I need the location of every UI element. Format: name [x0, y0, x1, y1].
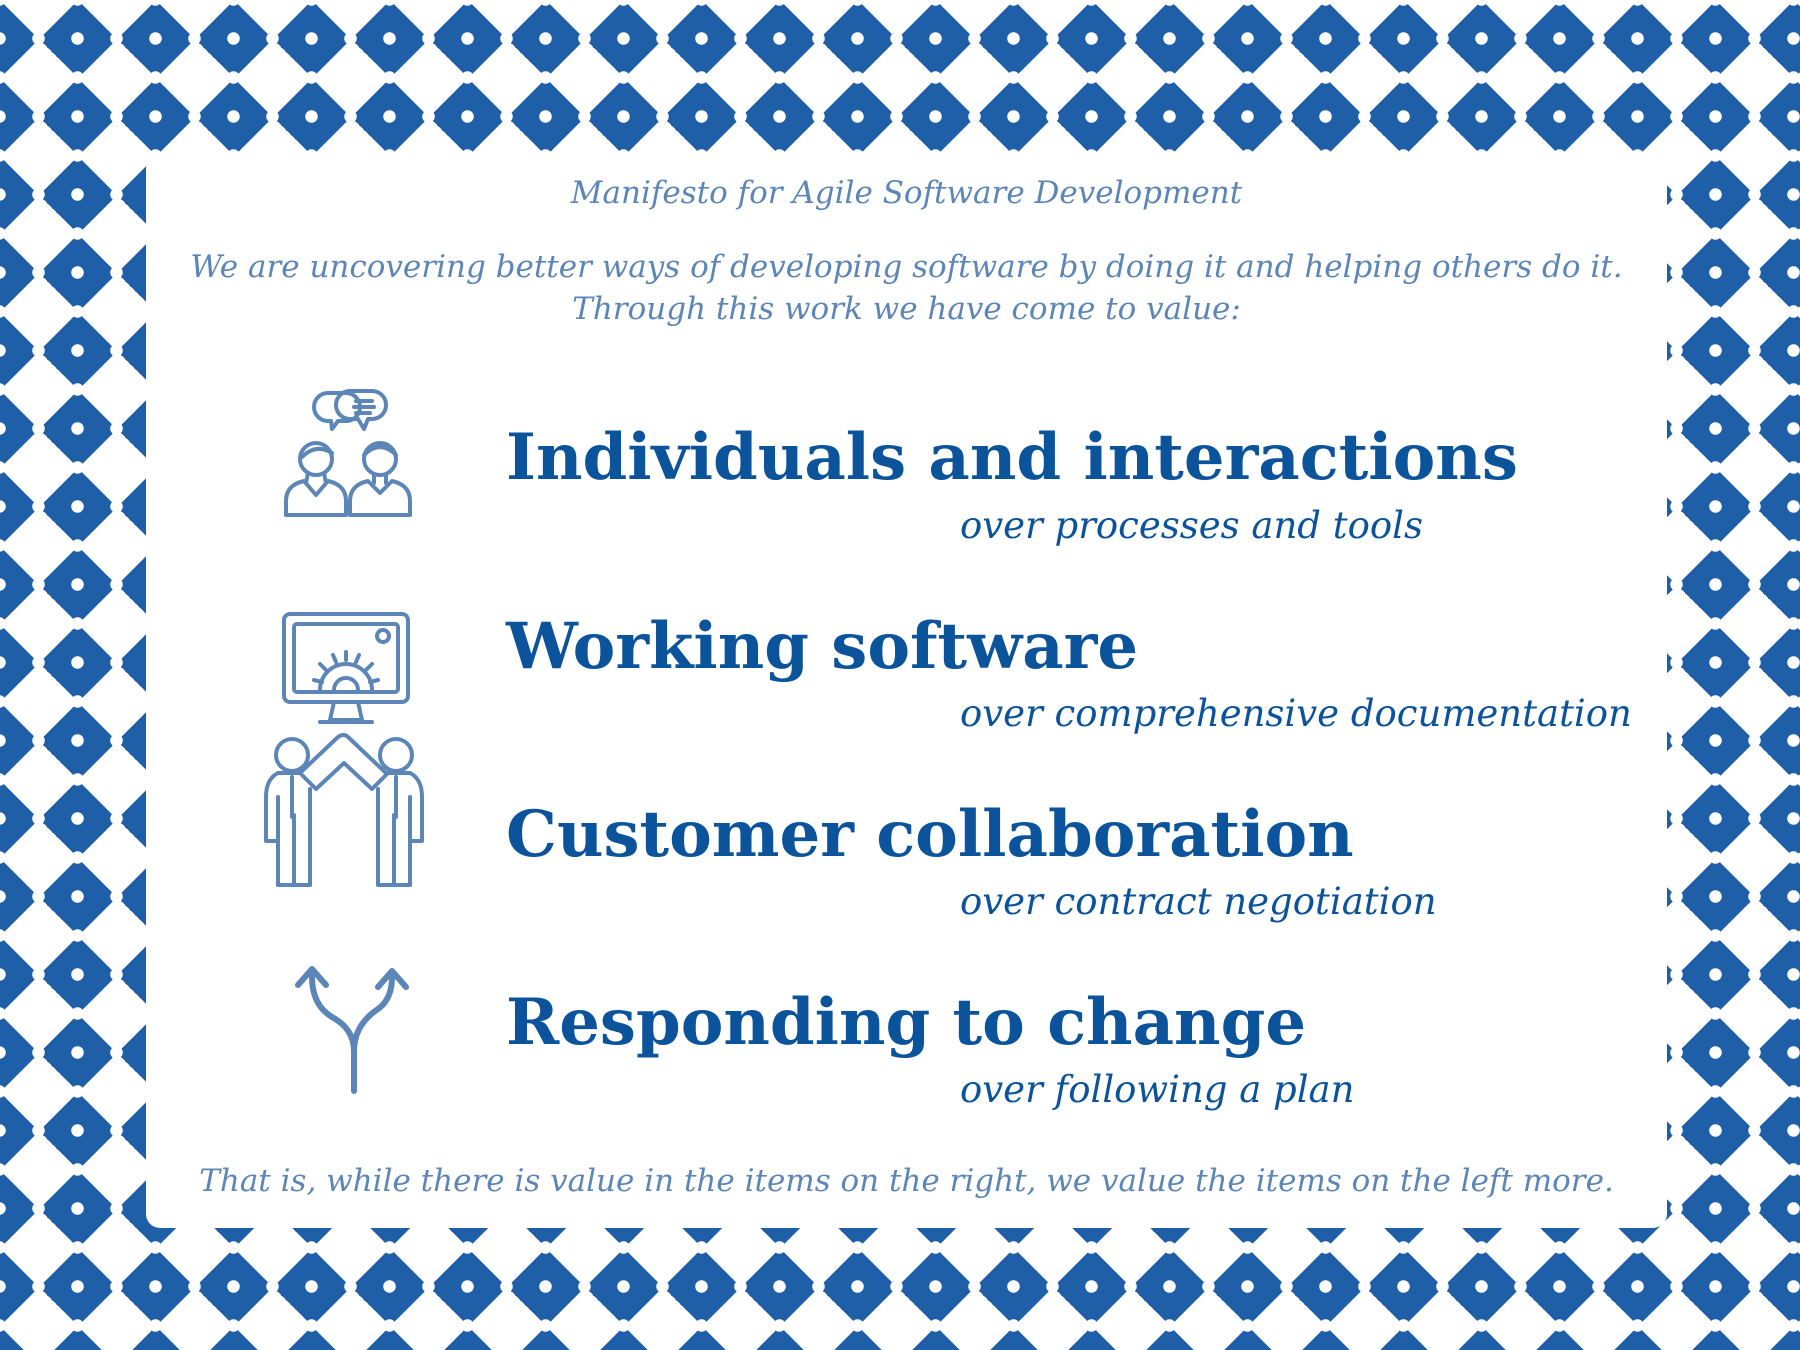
value-individuals-interactions: Individuals and interactions: [506, 420, 1518, 495]
intro-line-2: Through this work we have come to value:: [572, 291, 1241, 327]
manifesto-title: Manifesto for Agile Software Development: [570, 175, 1243, 211]
over-processes-tools: over processes and tools: [960, 504, 1423, 547]
value-responding-to-change: Responding to change: [506, 985, 1307, 1060]
intro-line-1: We are uncovering better ways of develop…: [190, 249, 1623, 285]
people-conversation-icon: [280, 389, 416, 519]
closing-statement: That is, while there is value in the ite…: [199, 1163, 1614, 1199]
two-people-high-five-icon: [258, 733, 430, 889]
manifesto-panel: Manifesto for Agile Software Development…: [146, 155, 1667, 1228]
over-following-a-plan: over following a plan: [960, 1068, 1355, 1111]
over-comprehensive-documentation: over comprehensive documentation: [960, 692, 1632, 735]
value-working-software: Working software: [506, 609, 1139, 684]
over-contract-negotiation: over contract negotiation: [960, 880, 1437, 923]
split-arrows-icon: [292, 965, 416, 1095]
value-customer-collaboration: Customer collaboration: [506, 797, 1354, 872]
monitor-gear-icon: [280, 612, 412, 734]
